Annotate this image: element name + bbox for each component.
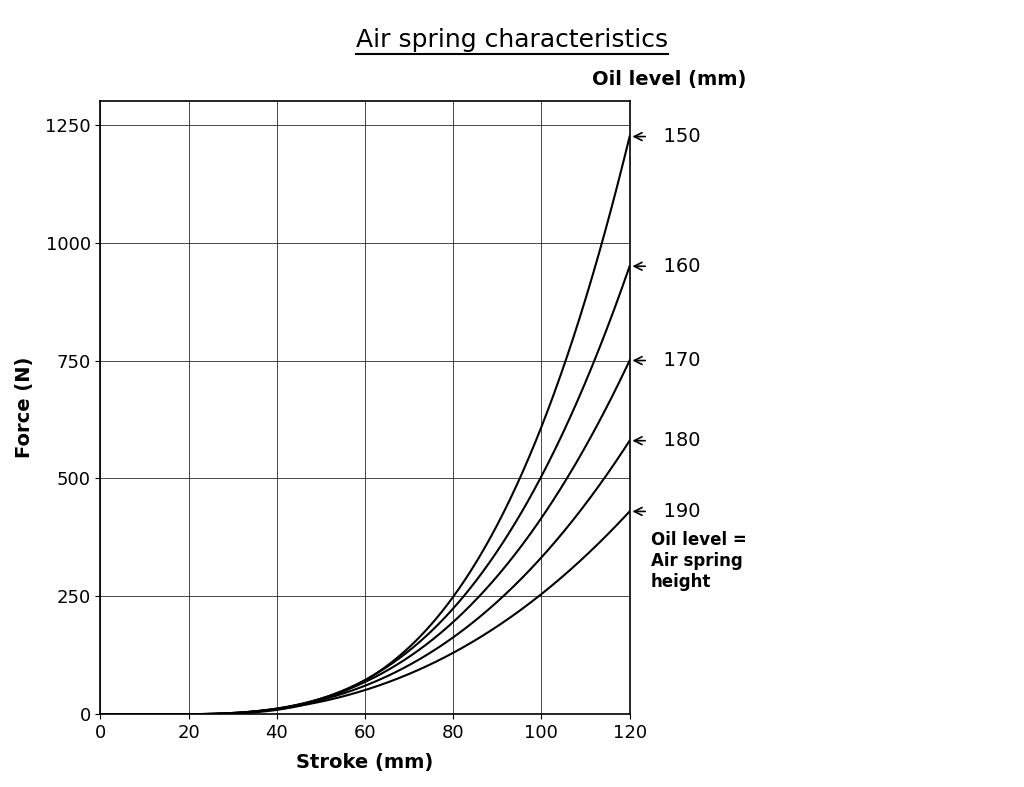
- X-axis label: Stroke (mm): Stroke (mm): [296, 753, 433, 772]
- Text: 180: 180: [634, 431, 700, 450]
- Text: 170: 170: [634, 351, 700, 370]
- Text: 160: 160: [634, 257, 700, 275]
- Text: 190: 190: [634, 502, 700, 521]
- Text: Air spring characteristics: Air spring characteristics: [356, 28, 668, 51]
- Text: Oil level (mm): Oil level (mm): [592, 70, 746, 89]
- Y-axis label: Force (N): Force (N): [15, 357, 34, 458]
- Text: 150: 150: [634, 127, 700, 146]
- Text: Oil level =
Air spring
height: Oil level = Air spring height: [651, 531, 746, 591]
